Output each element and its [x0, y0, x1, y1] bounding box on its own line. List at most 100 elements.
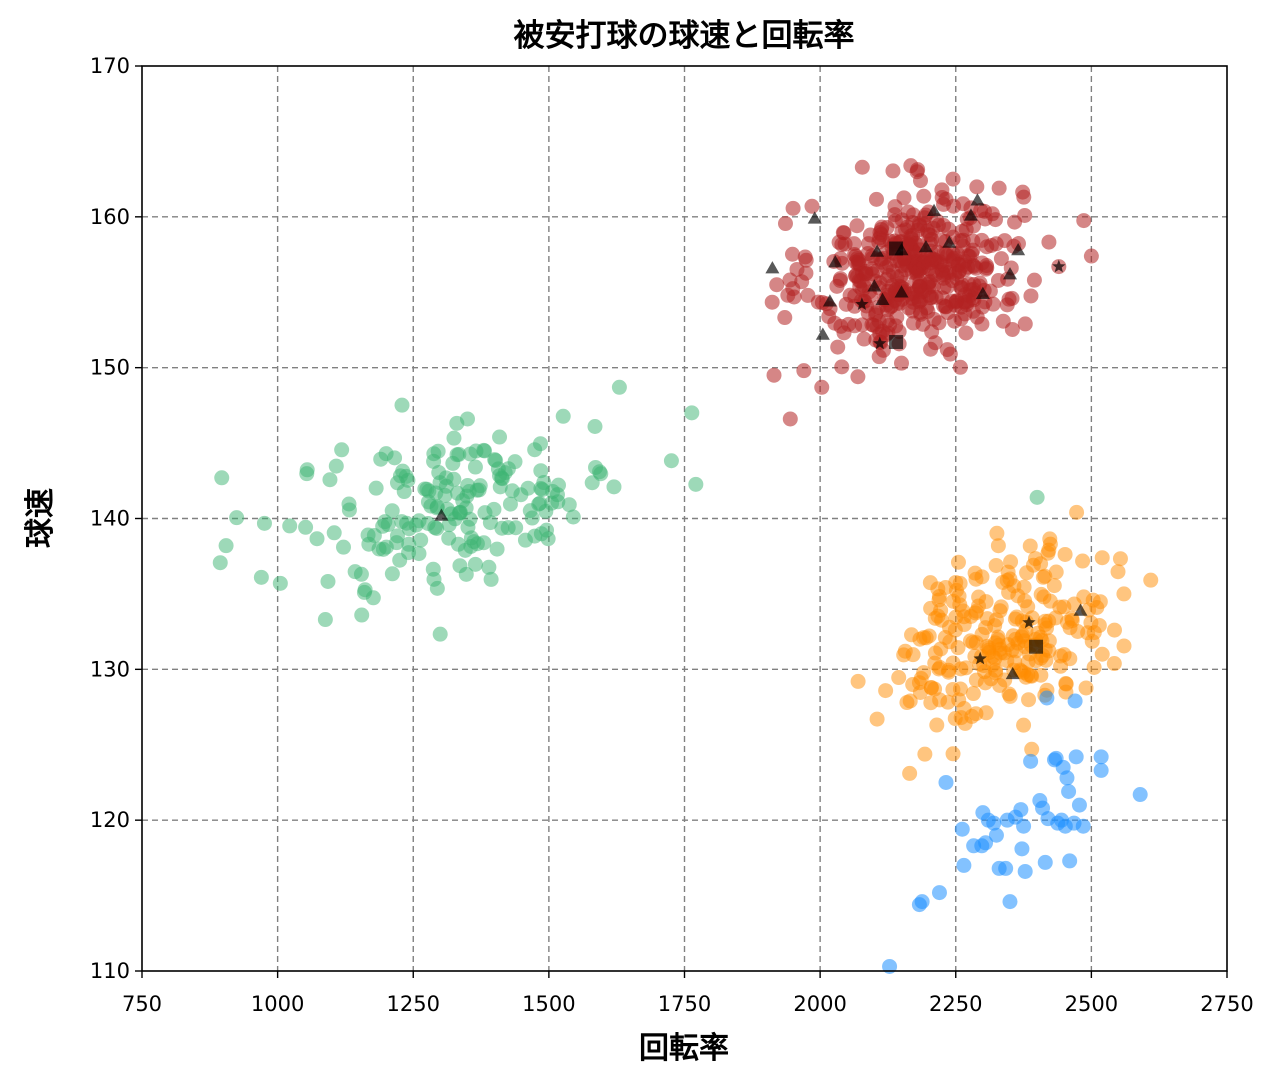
data-point-series-0 — [814, 379, 830, 395]
data-point-series-2 — [1075, 553, 1091, 569]
x-axis-label: 回転率 — [639, 1031, 729, 1066]
triangle-marker — [918, 240, 933, 253]
data-point-series-0 — [900, 204, 916, 220]
data-point-series-0 — [777, 310, 793, 326]
data-point-series-0 — [936, 298, 952, 314]
data-point-series-2 — [922, 575, 938, 591]
data-point-series-0 — [894, 355, 909, 371]
data-point-series-0 — [782, 411, 798, 427]
data-point-series-2 — [1069, 504, 1085, 520]
data-point-series-1 — [684, 405, 700, 421]
data-point-series-1 — [328, 458, 344, 474]
chart-title: 被安打球の球速と回転率 — [514, 18, 855, 54]
y-tick-label: 120 — [90, 808, 130, 832]
data-point-series-0 — [974, 232, 990, 248]
data-point-series-2 — [1016, 717, 1032, 733]
data-point-series-3 — [1039, 690, 1055, 706]
data-point-series-2 — [1022, 538, 1038, 554]
data-point-series-2 — [1057, 546, 1073, 562]
triangle-marker — [970, 193, 985, 206]
y-axis-label: 球速 — [23, 488, 58, 548]
data-point-series-1 — [298, 519, 314, 535]
data-point-series-0 — [995, 313, 1011, 329]
data-point-series-1 — [565, 509, 581, 525]
data-point-series-3 — [1062, 853, 1078, 869]
y-tick-label: 110 — [90, 959, 130, 983]
data-point-series-2 — [1084, 633, 1100, 649]
x-tick-label: 1000 — [251, 992, 304, 1016]
data-point-series-1 — [457, 542, 473, 558]
data-point-series-2 — [1094, 646, 1110, 662]
data-point-series-2 — [929, 717, 945, 733]
data-point-series-2 — [989, 525, 1005, 541]
data-point-series-1 — [429, 580, 445, 596]
data-point-series-2 — [913, 671, 929, 687]
data-point-series-0 — [946, 313, 962, 329]
data-point-series-2 — [1053, 648, 1069, 664]
data-point-series-1 — [468, 443, 484, 459]
star-marker — [855, 297, 869, 310]
data-point-series-0 — [912, 274, 928, 290]
y-tick-label: 150 — [90, 356, 130, 380]
data-point-series-0 — [854, 159, 870, 175]
triangle-marker — [765, 261, 780, 274]
data-point-series-1 — [334, 442, 350, 458]
data-point-series-0 — [890, 295, 906, 311]
data-point-series-0 — [944, 273, 960, 289]
data-point-series-0 — [924, 324, 940, 340]
data-point-series-0 — [1041, 234, 1057, 250]
data-point-series-1 — [527, 528, 543, 544]
triangle-marker — [1011, 243, 1026, 256]
data-point-series-2 — [1086, 659, 1102, 675]
data-point-series-0 — [764, 294, 780, 310]
data-point-series-0 — [882, 257, 898, 273]
x-tick-label: 2500 — [1065, 992, 1118, 1016]
data-point-series-3 — [1002, 894, 1018, 910]
data-point-series-3 — [914, 894, 930, 910]
triangle-marker — [870, 244, 885, 257]
triangle-marker — [942, 235, 957, 248]
data-point-series-1 — [309, 531, 325, 547]
data-point-series-1 — [487, 452, 503, 468]
data-point-series-1 — [507, 454, 523, 470]
square-marker — [889, 241, 904, 256]
data-point-series-1 — [481, 559, 497, 575]
data-point-series-0 — [785, 200, 801, 216]
data-point-series-0 — [1083, 248, 1099, 264]
data-point-series-0 — [993, 251, 1009, 267]
data-point-series-2 — [1009, 609, 1025, 625]
data-point-series-3 — [1014, 841, 1030, 857]
data-point-series-2 — [968, 706, 984, 722]
data-point-series-1 — [443, 506, 459, 522]
data-point-series-1 — [540, 531, 556, 547]
data-point-series-0 — [924, 264, 940, 280]
data-point-series-1 — [451, 446, 467, 462]
data-point-series-1 — [467, 556, 483, 572]
data-point-series-0 — [853, 273, 869, 289]
data-point-series-0 — [856, 331, 872, 347]
data-point-series-0 — [827, 315, 843, 331]
y-tick-label: 140 — [90, 507, 130, 531]
highlight-markers — [434, 193, 1088, 680]
data-point-series-2 — [962, 633, 978, 649]
data-point-series-1 — [389, 528, 405, 544]
data-point-series-2 — [1116, 638, 1132, 654]
data-point-series-3 — [954, 821, 970, 837]
data-point-series-0 — [953, 299, 969, 315]
triangle-marker — [867, 279, 882, 292]
data-point-series-2 — [956, 701, 972, 717]
data-point-series-1 — [611, 379, 627, 395]
data-point-series-0 — [780, 287, 796, 303]
data-point-series-0 — [934, 189, 950, 205]
star-marker — [873, 336, 887, 350]
star-marker — [1052, 259, 1066, 273]
data-point-series-0 — [939, 342, 955, 358]
data-point-series-1 — [476, 535, 492, 551]
data-point-series-0 — [984, 206, 1000, 222]
star-marker — [1022, 615, 1036, 629]
triangle-marker — [828, 255, 843, 268]
data-point-series-0 — [834, 359, 850, 375]
data-point-series-3 — [998, 860, 1014, 876]
data-point-series-0 — [769, 277, 785, 293]
